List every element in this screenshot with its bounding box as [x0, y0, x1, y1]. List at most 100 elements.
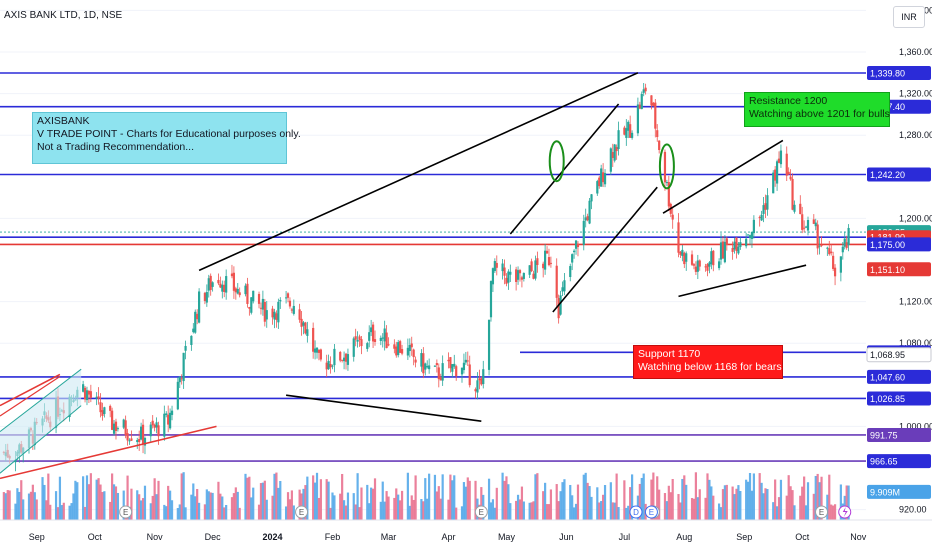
volume-bar	[501, 472, 504, 520]
volume-bar	[545, 504, 549, 520]
candle-body	[97, 396, 100, 399]
volume-bar	[814, 475, 817, 520]
earnings-marker	[474, 505, 488, 519]
x-tick-label: Sep	[736, 532, 752, 542]
candle-body	[279, 299, 282, 302]
volume-bar	[230, 497, 234, 520]
volume-bar	[721, 489, 725, 520]
volume-bar	[712, 495, 715, 520]
price-tag-label: 966.65	[870, 457, 898, 467]
candle-body	[329, 363, 332, 368]
volume-bar	[279, 480, 282, 520]
volume-bar	[625, 507, 628, 520]
candle-body	[114, 421, 118, 431]
currency-button[interactable]: INR	[893, 6, 925, 28]
volume-bar	[373, 478, 377, 520]
volume-bars	[2, 472, 850, 520]
candle-body	[219, 283, 222, 288]
volume-bar	[694, 472, 697, 520]
candle-body	[302, 322, 305, 326]
volume-bar	[284, 506, 288, 520]
volume-bar	[671, 479, 674, 520]
price-tag-label: 1,339.80	[870, 69, 905, 79]
price-tag	[867, 66, 931, 81]
candle-body	[292, 305, 295, 314]
candle-body	[313, 348, 317, 353]
x-tick-label: Aug	[676, 532, 692, 542]
x-tick-label: Sep	[29, 532, 45, 542]
volume-bar	[221, 496, 224, 520]
volume-bar	[530, 502, 533, 520]
price-tag	[867, 391, 931, 406]
volume-bar	[603, 485, 607, 520]
earnings-marker-label: E	[123, 508, 128, 517]
volume-bar	[791, 490, 794, 520]
candle-body	[352, 338, 355, 357]
candle-body	[128, 440, 131, 442]
candle-body	[149, 424, 152, 437]
volume-bar	[356, 473, 359, 520]
candle-body	[573, 250, 576, 253]
candle-body	[522, 272, 525, 279]
candle-body	[739, 242, 742, 248]
volume-bar	[652, 472, 655, 520]
y-axis: 1,400.001,360.001,320.001,280.001,200.00…	[866, 0, 932, 550]
price-tag	[866, 347, 932, 363]
volume-bar	[180, 473, 183, 520]
volume-bar	[136, 490, 139, 520]
volume-bar	[219, 493, 222, 520]
candle-body	[370, 327, 373, 333]
highlight-ellipse	[548, 140, 565, 183]
price-tag	[867, 484, 931, 499]
volume-bar	[385, 491, 388, 520]
candle-body	[629, 124, 632, 138]
volume-bar	[414, 475, 417, 520]
candle-body	[574, 240, 578, 249]
volume-bar	[246, 477, 249, 520]
trendline	[662, 139, 784, 214]
volume-bar	[495, 487, 498, 520]
volume-bar	[750, 490, 754, 520]
candle-body	[317, 349, 321, 353]
volume-bar	[613, 502, 616, 520]
candle-body	[182, 352, 185, 382]
volume-bar	[451, 480, 454, 520]
candle-body	[559, 295, 562, 315]
support-line-1: Support 1170	[638, 348, 701, 360]
candle-body	[774, 169, 777, 181]
candle-body	[397, 342, 400, 356]
channel-line	[0, 368, 82, 432]
volume-bar	[779, 479, 783, 520]
volume-bar	[95, 479, 98, 520]
candle-body	[843, 238, 846, 247]
candle-body	[341, 359, 344, 361]
candle-body	[758, 217, 761, 219]
volume-bar	[532, 501, 535, 520]
candle-body	[205, 292, 208, 303]
volume-bar	[516, 494, 520, 520]
volume-bar	[366, 484, 369, 520]
candle-body	[818, 245, 821, 247]
trendline	[509, 103, 620, 235]
candle-body	[441, 363, 444, 381]
lightning-icon-glyph	[842, 507, 848, 517]
volume-bar	[453, 475, 456, 520]
volume-bar	[708, 479, 711, 520]
candle-body	[791, 178, 794, 210]
candle-body	[153, 424, 156, 428]
volume-bar	[209, 492, 212, 520]
volume-bar	[371, 488, 375, 520]
volume-bar	[789, 486, 792, 520]
candle-body	[99, 402, 102, 413]
x-tick-label: Dec	[205, 532, 222, 542]
volume-bar	[803, 476, 806, 520]
volume-bar	[723, 485, 726, 520]
resistance-line-1: Resistance 1200	[749, 95, 828, 107]
candle-body	[273, 311, 276, 320]
price-tag	[867, 262, 931, 277]
candle-body	[155, 422, 158, 428]
info-line-1: AXISBANK	[37, 115, 90, 127]
candle-body	[360, 339, 363, 347]
x-tick-label: Mar	[381, 532, 397, 542]
